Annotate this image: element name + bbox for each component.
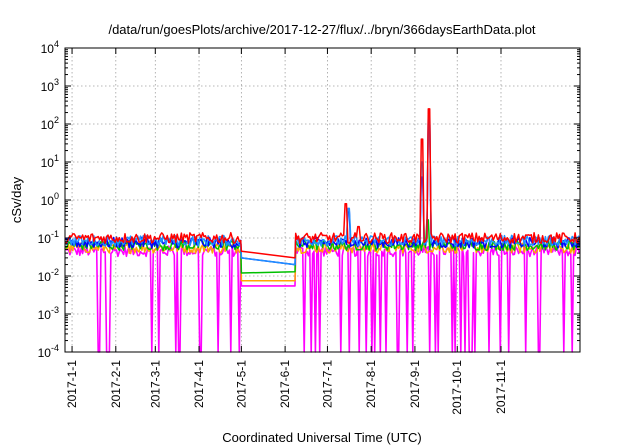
y-axis-label: cSv/day xyxy=(9,176,24,223)
series-line xyxy=(65,108,581,259)
x-axis: 2017-1-1 2017-2-1 2017-3-1 2017-4-1 2017-5-1… xyxy=(65,48,508,415)
y-tick-label: 10-2 xyxy=(38,267,59,284)
y-axis: 10-4 10-3 10-2 10-1 100 101 102 103 104 xyxy=(38,39,580,360)
y-tick-label: 104 xyxy=(41,39,59,56)
y-tick-label: 103 xyxy=(41,77,59,94)
x-tick-label: 2017-5-1 xyxy=(234,360,248,408)
x-tick-label: 2017-8-1 xyxy=(364,360,378,408)
y-tick-label: 101 xyxy=(41,153,59,170)
x-tick-label: 2017-4-1 xyxy=(192,360,206,408)
y-tick-label: 102 xyxy=(41,115,59,132)
x-tick-label: 2017-7-1 xyxy=(320,360,334,408)
x-tick-label: 2017-9-1 xyxy=(408,360,422,408)
x-tick-label: 2017-10-1 xyxy=(450,360,464,415)
series-line xyxy=(65,245,581,353)
grid xyxy=(65,48,580,352)
series-area xyxy=(65,108,581,353)
series-line xyxy=(65,111,580,266)
y-tick-label: 10-4 xyxy=(38,343,59,360)
x-tick-label: 2017-2-1 xyxy=(109,360,123,408)
y-tick-label: 100 xyxy=(41,191,59,208)
x-axis-label: Coordinated Universal Time (UTC) xyxy=(222,430,421,445)
x-tick-label: 2017-6-1 xyxy=(278,360,292,408)
y-tick-label: 10-1 xyxy=(38,229,59,246)
x-tick-label: 2017-3-1 xyxy=(148,360,162,408)
chart-title: /data/run/goesPlots/archive/2017-12-27/f… xyxy=(108,22,535,37)
y-tick-label: 10-3 xyxy=(38,305,59,322)
x-tick-label: 2017-11-1 xyxy=(494,360,508,414)
x-tick-label: 2017-1-1 xyxy=(65,360,79,408)
